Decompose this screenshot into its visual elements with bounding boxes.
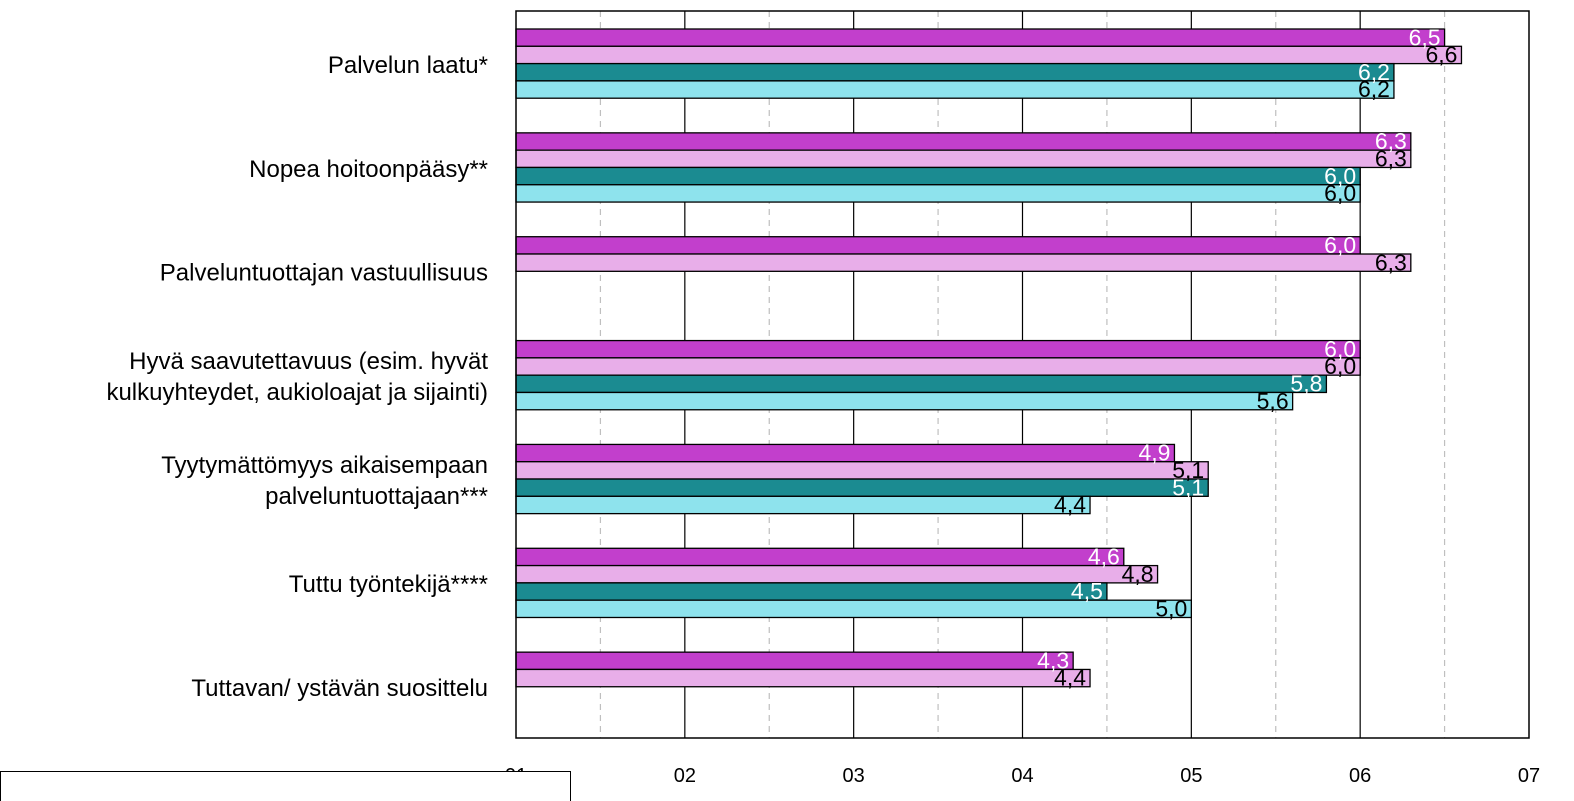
category-label: Nopea hoitoonpääsy** (249, 156, 488, 183)
bar (515, 149, 1412, 169)
bar (515, 374, 1328, 394)
bar (515, 184, 1361, 203)
bar (515, 495, 1091, 515)
x-tick-label: 06 (1349, 765, 1371, 785)
bar (515, 547, 1125, 567)
category-labels: Palvelun laatu* Nopea hoitoonpääsy** Palve… (106, 52, 488, 702)
x-tick-label: 03 (843, 765, 865, 785)
data-label: 4,6 (1088, 544, 1120, 570)
bar (515, 45, 1463, 65)
data-label: 6,3 (1375, 145, 1407, 171)
category-label: Palvelun laatu* (328, 52, 488, 79)
bar (515, 62, 1395, 82)
data-label: 6,3 (1375, 128, 1407, 154)
data-label: 5,0 (1155, 595, 1187, 621)
plot-frame (515, 10, 1530, 739)
bar (515, 443, 1176, 463)
data-label: 6,2 (1358, 59, 1390, 85)
data-label: 6,6 (1425, 42, 1457, 68)
bar (515, 28, 1446, 47)
x-tick-label: 05 (1180, 765, 1202, 785)
category-label: Tuttavan/ ystävän suosittelu (191, 675, 488, 702)
bar (515, 166, 1361, 186)
bar (515, 651, 1074, 671)
data-label: 4,4 (1054, 665, 1086, 691)
category-label: palveluntuottajaan*** (265, 483, 488, 510)
x-axis-ticks: 01020304050607 (505, 765, 1540, 785)
data-label: 5,6 (1257, 388, 1289, 414)
category-label: Palveluntuottajan vastuullisuus (160, 260, 488, 287)
data-label: 4,9 (1138, 440, 1170, 466)
category-label: Hyvä saavutettavuus (esim. hyvät (129, 348, 488, 375)
legend (0, 771, 571, 801)
bar (515, 253, 1412, 272)
bar (515, 391, 1294, 411)
data-label: 6,0 (1324, 336, 1356, 362)
bar (515, 582, 1108, 601)
data-label: 5,1 (1172, 457, 1204, 483)
bar (515, 339, 1361, 359)
labels-layer: 6,56,36,06,04,94,64,36,66,36,36,05,14,84… (1037, 24, 1457, 690)
data-label: 6,0 (1324, 353, 1356, 379)
x-tick-label: 07 (1518, 765, 1540, 785)
data-label: 6,0 (1324, 180, 1356, 206)
bar (515, 668, 1091, 688)
x-tick-label: 02 (674, 765, 696, 785)
category-label: Tyytymättömyys aikaisempaan (161, 452, 488, 479)
data-label: 6,5 (1409, 24, 1441, 50)
data-label: 6,0 (1324, 163, 1356, 189)
x-tick-label: 04 (1011, 765, 1033, 785)
bar (515, 132, 1412, 151)
category-label: Tuttu työntekijä**** (289, 571, 488, 598)
data-label: 4,3 (1037, 647, 1069, 673)
bar (515, 564, 1159, 584)
category-label: kulkuyhteydet, aukioloajat ja sijainti) (106, 379, 488, 406)
data-label: 6,2 (1358, 76, 1390, 102)
data-label: 5,1 (1172, 474, 1204, 500)
data-label: 4,8 (1122, 561, 1154, 587)
bar (515, 80, 1395, 99)
data-label: 5,8 (1290, 370, 1322, 396)
bar (515, 236, 1361, 255)
data-label: 4,4 (1054, 492, 1086, 518)
bars-layer (515, 28, 1463, 688)
data-label: 6,3 (1375, 249, 1407, 275)
data-label: 4,5 (1071, 578, 1103, 604)
bar (515, 357, 1361, 376)
bar (515, 461, 1209, 480)
bar (515, 478, 1209, 497)
data-label: 6,0 (1324, 232, 1356, 258)
